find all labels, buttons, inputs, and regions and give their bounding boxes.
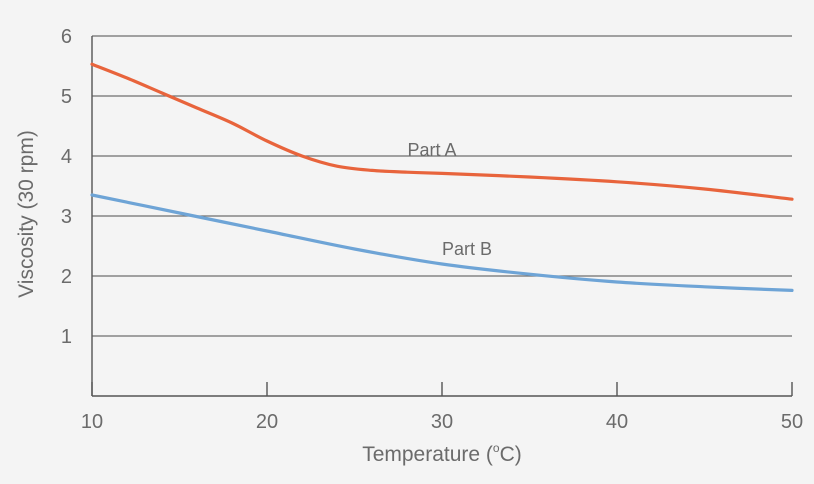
y-tick-label: 5 bbox=[61, 86, 72, 108]
x-tick-label: 30 bbox=[431, 411, 453, 433]
y-tick-label: 6 bbox=[61, 26, 72, 48]
series-line-part-b bbox=[90, 193, 794, 292]
y-tick-label: 3 bbox=[61, 206, 72, 228]
x-axis-title: Temperature (oC) bbox=[362, 441, 522, 466]
series-line-part-a bbox=[90, 62, 794, 201]
y-tick-label: 2 bbox=[61, 266, 72, 288]
gridlines bbox=[92, 35, 792, 337]
x-tick-label: 10 bbox=[81, 411, 103, 433]
x-tick-label: 20 bbox=[256, 411, 278, 433]
series-label: Part A bbox=[407, 140, 456, 160]
y-tick-label: 1 bbox=[61, 326, 72, 348]
axes bbox=[91, 36, 793, 397]
series bbox=[90, 62, 794, 292]
series-label: Part B bbox=[442, 239, 492, 259]
y-axis-title: Viscosity (30 rpm) bbox=[15, 130, 38, 298]
x-tick-label: 50 bbox=[781, 411, 803, 433]
labels: 1 2 3 4 5 6 10 20 30 40 50 Part A Part B Viscosity (3… bbox=[15, 26, 803, 466]
y-tick-label: 4 bbox=[61, 146, 72, 168]
x-tick-label: 40 bbox=[606, 411, 628, 433]
